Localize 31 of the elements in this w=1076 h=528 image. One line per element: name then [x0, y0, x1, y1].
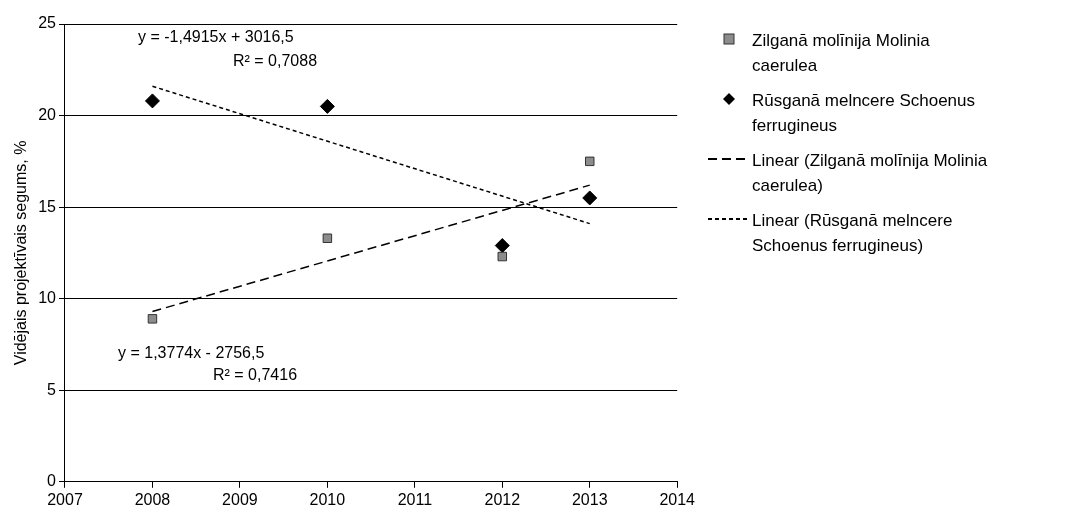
- point: [144, 93, 160, 109]
- point: [147, 314, 158, 324]
- x-tick-label: 2011: [397, 490, 433, 508]
- legend-label: Rūsganā melncere Schoenus ferrugineus: [752, 90, 977, 137]
- y-tick-label: 15: [38, 197, 57, 215]
- point: [322, 233, 333, 243]
- legend-label: Linear (Rūsganā melncere Schoenus ferrugineus): [752, 210, 954, 257]
- annotation: y = 1,3774x - 2756,5: [118, 344, 265, 362]
- x-tick-label: 2012: [484, 490, 521, 508]
- y-tick-label: 0: [47, 472, 57, 490]
- point: [582, 190, 598, 206]
- y-tick-label: 25: [38, 14, 57, 32]
- x-tick-label: 2009: [222, 490, 258, 508]
- y-tick-label: 20: [38, 105, 57, 123]
- point: [585, 156, 595, 167]
- legend-label: Zilganā molīnija Molinia caerulea: [752, 30, 931, 77]
- annotation: y = -1,4915x + 3016,5: [138, 28, 294, 46]
- y-tick-label: 10: [38, 289, 57, 307]
- x-tick-label: 2008: [134, 490, 171, 508]
- y-axis-title: Vidējais projektīvais segums, %: [12, 140, 30, 366]
- annotation: R² = 0,7416: [213, 366, 298, 384]
- annotation: R² = 0,7088: [233, 52, 318, 70]
- y-tick-label: 5: [47, 380, 57, 398]
- point: [494, 238, 510, 254]
- x-tick-label: 2007: [47, 490, 83, 508]
- x-tick-label: 2014: [659, 490, 696, 508]
- point: [497, 251, 508, 262]
- x-tick-label: 2013: [571, 490, 608, 508]
- x-tick-label: 2010: [309, 490, 346, 508]
- legend-label: Linear (Zilganā molīnija Molinia caerulea): [752, 150, 989, 197]
- point: [319, 98, 335, 114]
